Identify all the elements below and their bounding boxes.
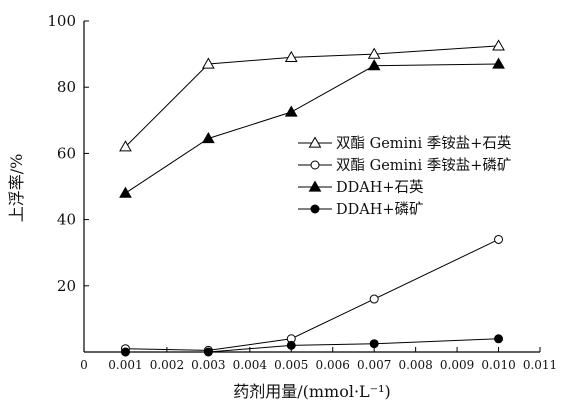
data-point-triangle <box>119 140 132 152</box>
data-point-triangle <box>367 59 381 71</box>
y-tick-label: 80 <box>57 78 76 96</box>
x-tick-label: 0 <box>80 358 88 372</box>
series-3 <box>119 57 505 198</box>
series-line <box>125 239 499 351</box>
data-point-circle <box>310 160 320 170</box>
data-point-triangle <box>119 186 132 198</box>
data-point-triangle <box>492 39 505 51</box>
legend-item-4: DDAH+磷矿 <box>298 201 424 218</box>
data-point-circle <box>369 339 379 349</box>
data-point-triangle <box>492 57 505 69</box>
data-point-circle <box>494 334 504 344</box>
data-point-triangle <box>308 136 322 148</box>
y-tick-label: 20 <box>57 277 76 295</box>
y-tick-label: 60 <box>57 144 76 162</box>
legend-item-2: 双酯 Gemini 季铵盐+磷矿 <box>298 157 511 174</box>
legend-label: 双酯 Gemini 季铵盐+石英 <box>336 134 512 152</box>
x-tick-label: 0.004 <box>233 358 268 372</box>
legend-label: 双酯 Gemini 季铵盐+磷矿 <box>336 157 511 174</box>
data-point-circle <box>369 294 379 304</box>
legend-label: DDAH+磷矿 <box>336 201 424 218</box>
data-point-triangle <box>202 131 215 144</box>
data-point-triangle <box>284 50 298 63</box>
series-4 <box>120 334 504 357</box>
data-point-triangle <box>308 180 322 192</box>
legend-item-3: DDAH+石英 <box>298 178 424 196</box>
x-tick-label: 0.008 <box>398 358 432 372</box>
data-point-triangle <box>202 57 215 69</box>
data-point-circle <box>494 234 504 244</box>
series-1 <box>119 39 505 152</box>
y-tick-label: 40 <box>57 211 76 229</box>
legend-item-1: 双酯 Gemini 季铵盐+石英 <box>298 134 512 152</box>
x-tick-label: 0.009 <box>440 358 474 372</box>
data-point-triangle <box>284 105 298 117</box>
y-axis-title: 上浮率/% <box>7 154 26 223</box>
x-tick-label: 0.010 <box>481 358 515 372</box>
x-tick-label: 0.003 <box>191 358 225 372</box>
x-axis-title: 药剂用量/(mmol·L⁻¹) <box>233 382 391 401</box>
data-point-circle <box>203 347 213 357</box>
series-line <box>125 45 499 148</box>
x-tick-label: 0.001 <box>108 358 142 372</box>
y-tick-label: 100 <box>47 12 76 30</box>
data-point-circle <box>310 204 320 214</box>
legend-label: DDAH+石英 <box>336 178 424 196</box>
x-tick-label: 0.005 <box>274 358 308 372</box>
data-point-circle <box>286 340 296 350</box>
x-tick-label: 0.011 <box>523 358 557 372</box>
series-layer <box>119 39 505 357</box>
x-tick-label: 0.007 <box>357 358 391 372</box>
series-2 <box>120 234 504 355</box>
x-ticks: 0 0.001 0.002 0.003 0.004 0.005 0.006 0.007 0.00… <box>80 347 557 372</box>
x-tick-label: 0.002 <box>150 358 184 372</box>
y-ticks: 20 40 60 80 100 <box>47 12 89 353</box>
data-point-triangle <box>367 47 381 59</box>
data-point-circle <box>120 347 130 357</box>
x-tick-label: 0.006 <box>316 358 350 372</box>
